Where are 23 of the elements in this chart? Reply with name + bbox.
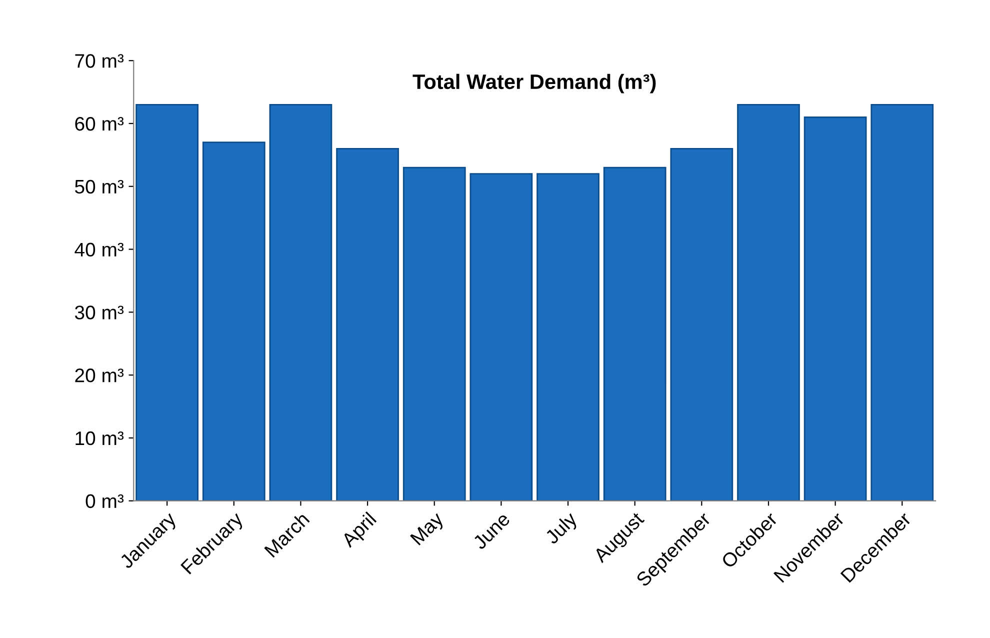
y-tick-label: 40 m³ bbox=[74, 242, 124, 257]
bar bbox=[804, 116, 867, 501]
y-tick-label: 0 m³ bbox=[86, 494, 124, 508]
y-tick-label: 50 m³ bbox=[75, 180, 124, 194]
y-tick-label: 70 m³ bbox=[75, 54, 124, 68]
y-tick-label: 10 m³ bbox=[76, 431, 124, 446]
y-tick-label: 60 m³ bbox=[75, 116, 124, 131]
bar bbox=[269, 104, 332, 501]
bar bbox=[737, 104, 800, 501]
x-tick-label: July bbox=[544, 510, 581, 548]
bar bbox=[402, 166, 466, 501]
text: Total Water Demand (m³) bbox=[412, 74, 656, 94]
bar bbox=[603, 166, 666, 501]
bar bbox=[870, 104, 934, 501]
x-tick-label: May bbox=[410, 511, 448, 548]
bar bbox=[470, 173, 533, 501]
bar bbox=[202, 142, 266, 501]
bar bbox=[536, 173, 600, 501]
bar bbox=[670, 148, 734, 501]
bar bbox=[336, 148, 399, 501]
bar bbox=[136, 104, 198, 501]
y-tick-label: 30 m³ bbox=[74, 306, 124, 320]
y-tick-label: 20 m³ bbox=[75, 368, 124, 382]
